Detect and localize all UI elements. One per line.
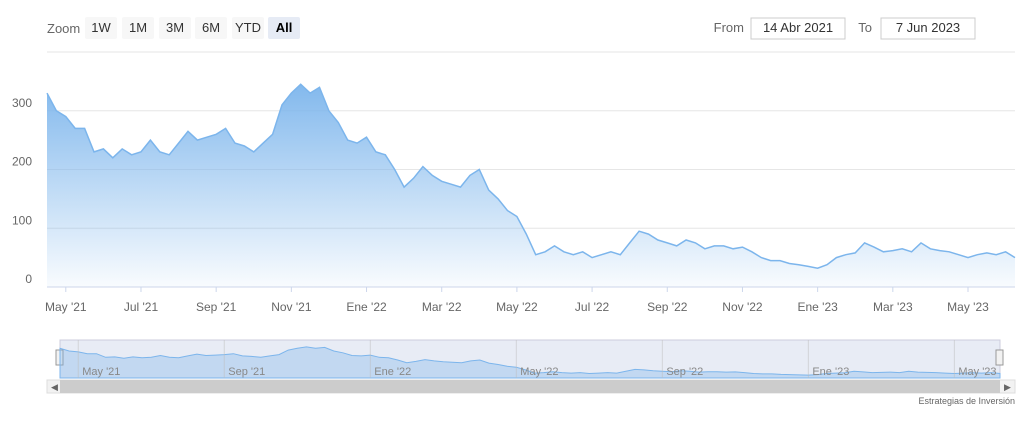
to-value[interactable]: 7 Jun 2023 — [896, 20, 960, 35]
navigator-label: Ene '23 — [812, 366, 849, 378]
range-button[interactable] — [85, 17, 117, 39]
from-label: From — [714, 20, 744, 35]
x-tick-label: Jul '21 — [124, 300, 159, 314]
range-button-label[interactable]: 1M — [129, 20, 147, 35]
navigator-area — [59, 346, 1001, 379]
price-area — [47, 84, 1015, 287]
x-tick-label: Sep '22 — [647, 300, 688, 314]
x-tick-label: May '22 — [496, 300, 538, 314]
range-button[interactable] — [159, 17, 191, 39]
range-button-label[interactable]: YTD — [235, 20, 261, 35]
zoom-label: Zoom — [47, 21, 80, 36]
scroll-right[interactable]: ▶ — [1004, 382, 1011, 392]
navigator-label: May '22 — [520, 366, 558, 378]
navigator-label: Sep '22 — [666, 366, 703, 378]
x-tick-label: Nov '22 — [722, 300, 763, 314]
range-button[interactable] — [122, 17, 154, 39]
scrollbar-thumb[interactable] — [60, 380, 1000, 393]
x-tick-label: Ene '22 — [346, 300, 387, 314]
range-button-label[interactable]: All — [276, 20, 293, 35]
x-tick-label: May '21 — [45, 300, 87, 314]
x-tick-label: May '23 — [947, 300, 989, 314]
y-tick-label: 300 — [12, 96, 32, 110]
range-button[interactable] — [195, 17, 227, 39]
x-tick-label: Sep '21 — [196, 300, 237, 314]
y-tick-label: 100 — [12, 213, 32, 227]
range-button-label[interactable]: 6M — [202, 20, 220, 35]
x-tick-label: Mar '23 — [873, 300, 913, 314]
navigator-label: May '21 — [82, 366, 120, 378]
navigator-label: May '23 — [958, 366, 996, 378]
y-tick-label: 0 — [25, 272, 32, 286]
to-label: To — [858, 20, 872, 35]
from-value[interactable]: 14 Abr 2021 — [763, 20, 833, 35]
x-tick-label: Jul '22 — [575, 300, 610, 314]
price-line — [46, 83, 1016, 269]
x-tick-label: Nov '21 — [271, 300, 312, 314]
navigator-label: Ene '22 — [374, 366, 411, 378]
to-input[interactable] — [880, 17, 976, 40]
y-tick-label: 200 — [12, 155, 32, 169]
from-input[interactable] — [750, 17, 846, 40]
range-button-label[interactable]: 3M — [166, 20, 184, 35]
scroll-left[interactable]: ◀ — [51, 382, 58, 392]
credit[interactable]: Estrategias de Inversión — [918, 396, 1015, 406]
navigator-label: Sep '21 — [228, 366, 265, 378]
x-tick-label: Ene '23 — [797, 300, 838, 314]
range-button-label[interactable]: 1W — [91, 20, 111, 35]
navigator-handle[interactable] — [995, 349, 1004, 366]
range-button[interactable] — [268, 17, 300, 39]
range-button[interactable] — [232, 17, 264, 39]
x-tick-label: Mar '22 — [422, 300, 462, 314]
